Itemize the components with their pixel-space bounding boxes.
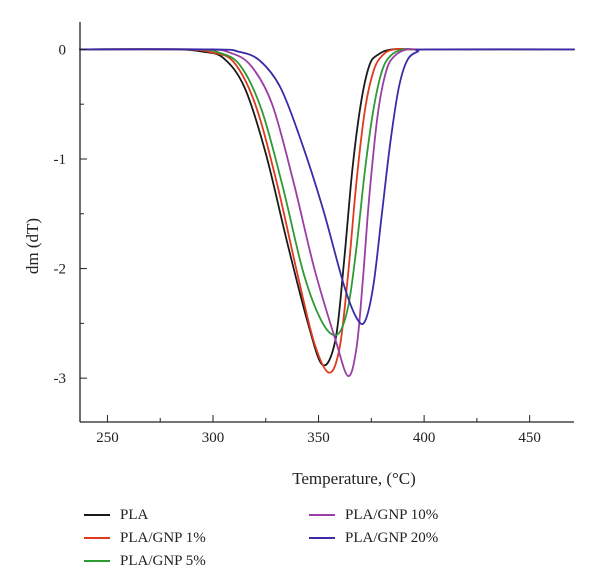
legend-label-3: PLA/GNP 10% <box>345 506 439 523</box>
x-axis-title: Temperature, (°C) <box>292 469 416 488</box>
x-tick-label-0: 250 <box>96 430 119 446</box>
legend-swatch-2 <box>84 560 110 562</box>
y-tick-label-1: -1 <box>54 152 67 168</box>
legend: PLA PLA/GNP 1% PLA/GNP 5% PLA/GNP 10% PL… <box>84 505 504 577</box>
legend-item-1: PLA/GNP 1% <box>84 528 206 548</box>
legend-label-2: PLA/GNP 5% <box>120 552 206 569</box>
legend-item-3: PLA/GNP 10% <box>309 505 438 525</box>
legend-swatch-0 <box>84 514 110 516</box>
legend-swatch-4 <box>309 537 335 539</box>
series-line-0 <box>79 48 575 367</box>
y-axis-title: dm (dT) <box>23 218 42 274</box>
legend-label-1: PLA/GNP 1% <box>120 529 206 546</box>
legend-item-4: PLA/GNP 20% <box>309 528 438 548</box>
y-tick-label-0: 0 <box>59 42 67 58</box>
y-tick-label-2: -2 <box>54 262 67 278</box>
x-tick-label-3: 400 <box>413 430 436 446</box>
x-tick-label-4: 450 <box>518 430 541 446</box>
legend-item-0: PLA <box>84 505 148 525</box>
series-line-2 <box>79 48 575 337</box>
legend-item-2: PLA/GNP 5% <box>84 551 206 571</box>
x-tick-label-1: 300 <box>202 430 225 446</box>
y-tick-label-3: -3 <box>54 371 67 387</box>
legend-label-0: PLA <box>120 506 149 523</box>
series-line-3 <box>79 48 575 377</box>
legend-swatch-1 <box>84 537 110 539</box>
series-line-4 <box>79 48 575 326</box>
x-tick-label-2: 350 <box>307 430 330 446</box>
plot-lines <box>79 48 575 377</box>
series-line-1 <box>79 48 575 374</box>
legend-swatch-3 <box>309 514 335 516</box>
axes: 250 300 350 400 450 0 -1 -2 -3 <box>54 22 574 446</box>
legend-label-4: PLA/GNP 20% <box>345 529 439 546</box>
chart-svg: 250 300 350 400 450 0 -1 -2 -3 dm (dT) Temperatu… <box>23 22 575 488</box>
